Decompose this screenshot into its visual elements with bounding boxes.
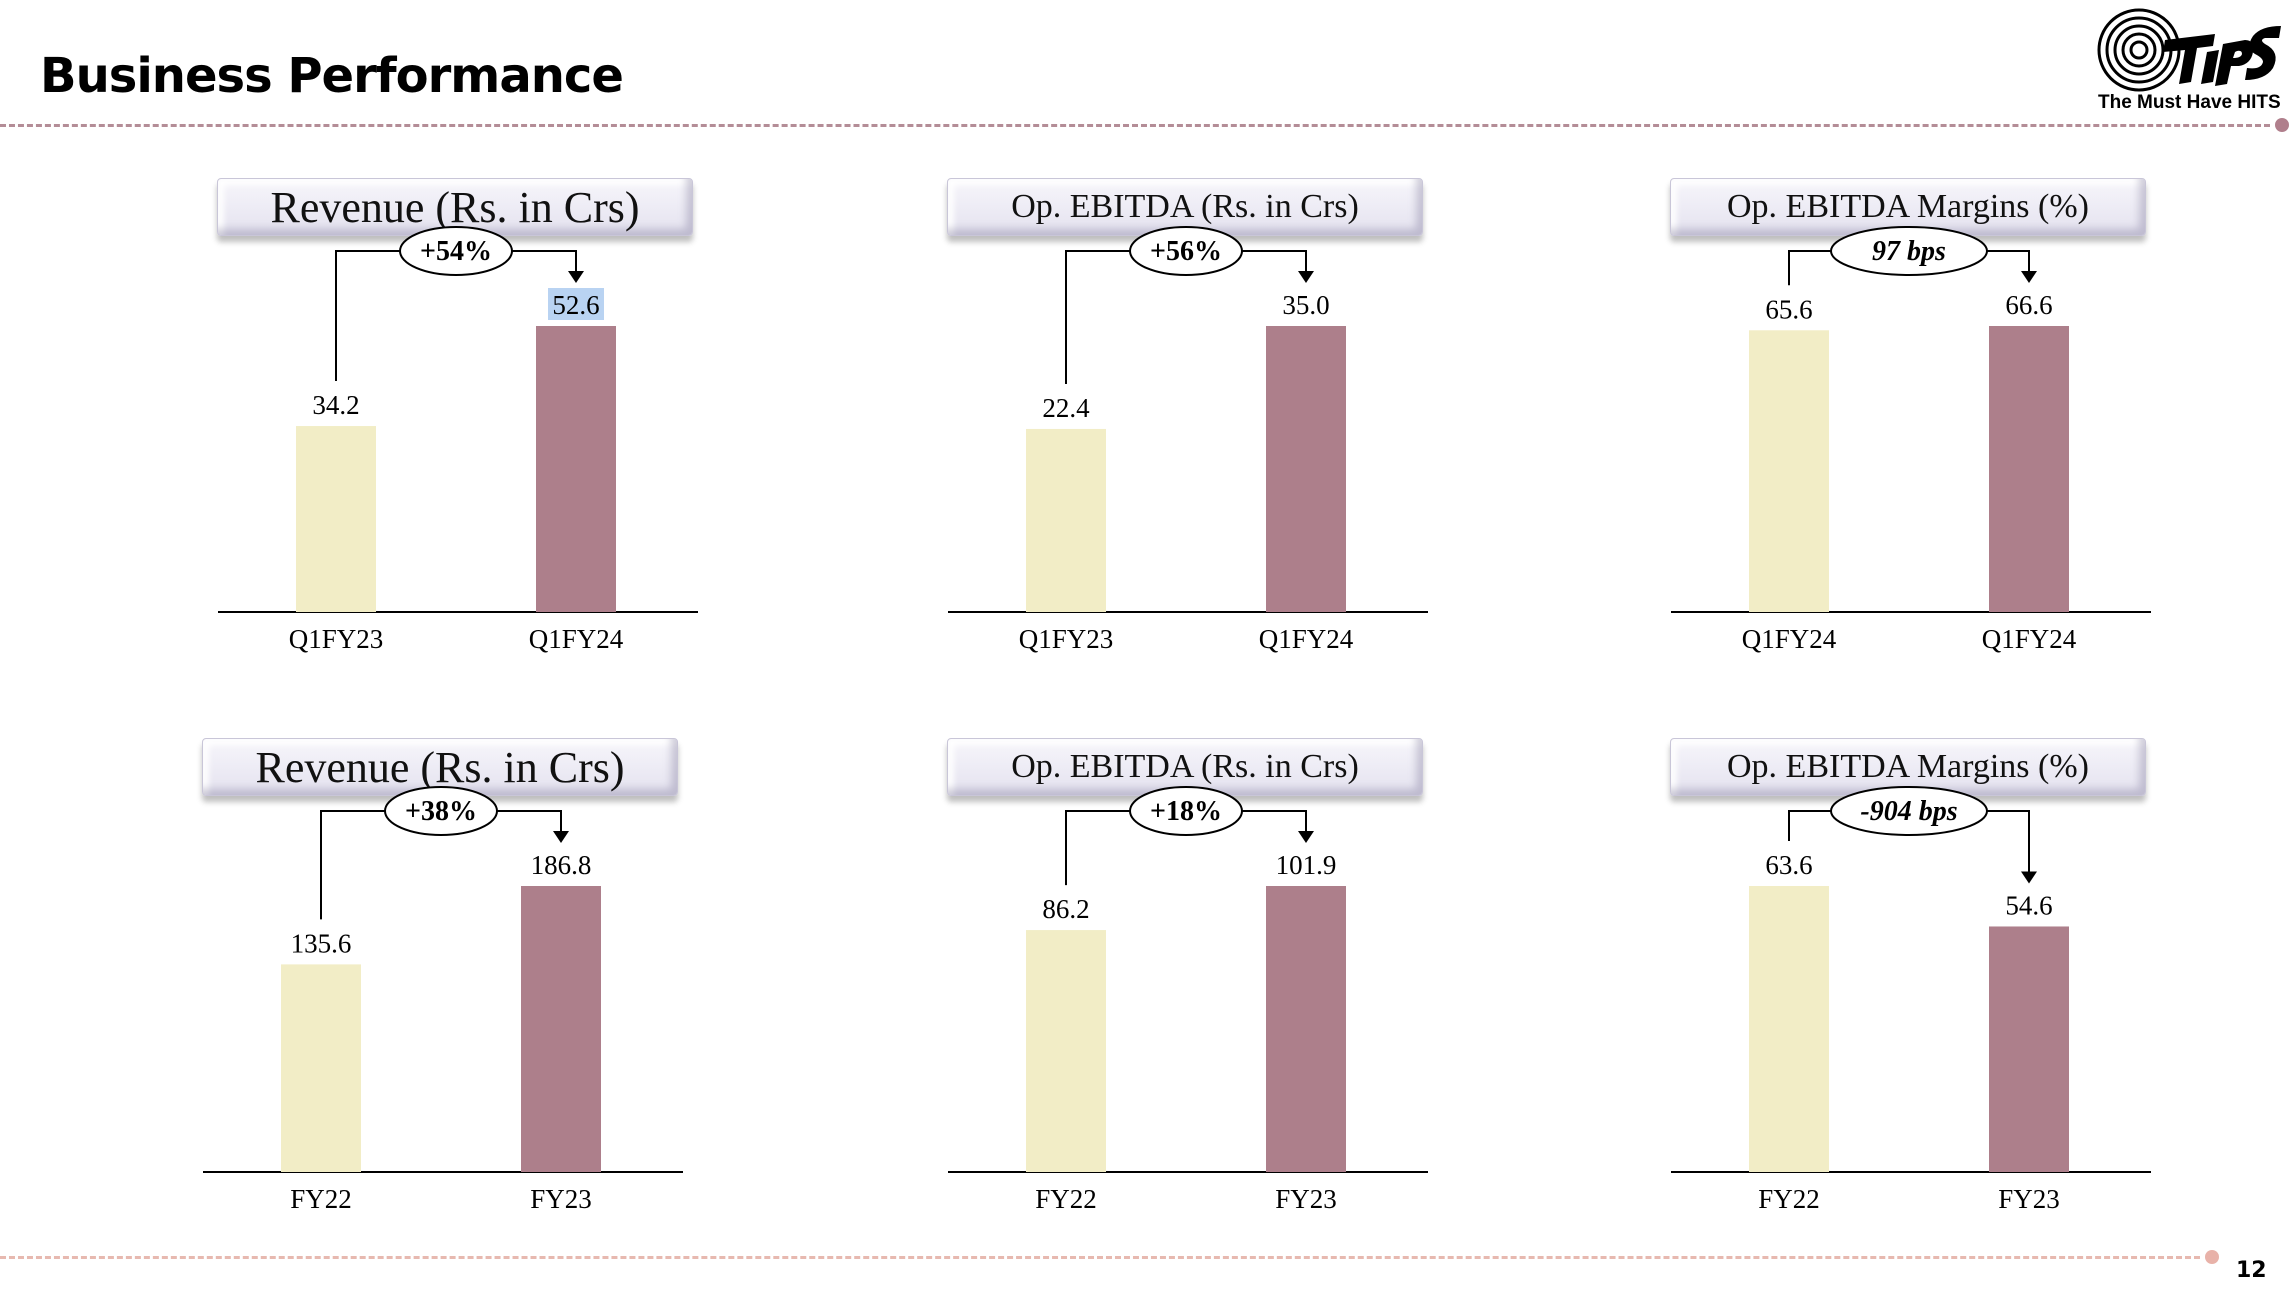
arrow-down-icon <box>568 271 584 283</box>
tick-label: FY23 <box>1998 1184 2060 1214</box>
tick-label: FY23 <box>1275 1184 1337 1214</box>
chart-title: Op. EBITDA Margins (%) <box>1670 738 2146 796</box>
bar-current <box>1266 326 1346 612</box>
change-badge <box>1830 226 1988 276</box>
logo-tagline: The Must Have HITS <box>2098 92 2281 113</box>
data-label: 52.6 <box>552 290 599 320</box>
data-label: 54.6 <box>2005 890 2052 920</box>
change-badge <box>1129 226 1243 276</box>
data-label: 22.4 <box>1042 393 1090 423</box>
chart-revenue-quarter: Revenue (Rs. in Crs) 34.2 Q1FY23 52.6 Q1FY24… <box>210 170 730 730</box>
arrow-down-icon <box>553 831 569 843</box>
chart-ebitda-year: Op. EBITDA (Rs. in Crs) 86.2 FY22 101.9 FY23… <box>940 730 1460 1290</box>
bar-current <box>521 886 601 1172</box>
arrow-down-icon <box>2021 271 2037 283</box>
arrow-down-icon <box>2021 871 2037 884</box>
change-label: +54% <box>420 236 492 267</box>
data-label: 186.8 <box>531 850 592 880</box>
tick-label: Q1FY23 <box>1019 624 1114 654</box>
change-badge <box>399 226 513 276</box>
chart-ebitda-quarter: Op. EBITDA (Rs. in Crs) 22.4 Q1FY23 35.0 Q1F… <box>940 170 1460 730</box>
tick-label: FY23 <box>530 1184 592 1214</box>
change-label: -904 bps <box>1860 796 1957 827</box>
top-divider-dot <box>2275 118 2289 132</box>
data-label: 86.2 <box>1042 894 1089 924</box>
tips-logo-icon <box>2097 8 2281 92</box>
bar-prior <box>296 426 376 612</box>
bar-current <box>1989 926 2069 1172</box>
data-label: 135.6 <box>291 928 352 958</box>
tick-label: FY22 <box>1035 1184 1097 1214</box>
tick-label: Q1FY24 <box>1742 624 1837 654</box>
data-label: 101.9 <box>1276 850 1337 880</box>
page-number: 12 <box>2236 1258 2267 1283</box>
bar-prior <box>1749 330 1829 612</box>
tick-label: FY22 <box>1758 1184 1820 1214</box>
bar-prior <box>1026 428 1106 612</box>
bottom-divider-dot <box>2205 1250 2219 1264</box>
chart-plot: 86.2 FY22 101.9 FY23 +18% <box>948 786 1428 1214</box>
chart-plot: 65.6 Q1FY24 66.6 Q1FY24 97 bps <box>1671 226 2151 654</box>
page-title: Business Performance <box>40 48 624 104</box>
bar-current <box>536 326 616 612</box>
arrow-down-icon <box>1298 831 1314 843</box>
bottom-divider <box>0 1256 2200 1259</box>
tick-label: Q1FY24 <box>529 624 624 654</box>
change-badge <box>1129 786 1243 836</box>
change-label: 97 bps <box>1872 236 1946 267</box>
bar-prior <box>1749 886 1829 1172</box>
data-label: 34.2 <box>312 390 359 420</box>
chart-plot: 135.6 FY22 186.8 FY23 +38% <box>203 786 683 1214</box>
top-divider <box>0 124 2270 127</box>
tick-label: Q1FY23 <box>289 624 384 654</box>
bar-prior <box>281 964 361 1172</box>
data-label: 65.6 <box>1765 294 1812 324</box>
tick-label: Q1FY24 <box>1982 624 2077 654</box>
value-highlight <box>548 288 604 320</box>
change-label: +56% <box>1150 236 1222 267</box>
change-badge <box>384 786 498 836</box>
bar-current <box>1989 326 2069 612</box>
change-label: +18% <box>1150 796 1222 827</box>
chart-margin-quarter: Op. EBITDA Margins (%) 65.6 Q1FY24 66.6 Q1FY… <box>1663 170 2183 730</box>
chart-margin-year: Op. EBITDA Margins (%) 63.6 FY22 54.6 FY23 -9… <box>1663 730 2183 1290</box>
change-badge <box>1830 786 1988 836</box>
tick-label: FY22 <box>290 1184 352 1214</box>
arrow-down-icon <box>1298 271 1314 283</box>
chart-title: Revenue (Rs. in Crs) <box>202 738 678 796</box>
data-label: 35.0 <box>1282 290 1329 320</box>
chart-title: Op. EBITDA Margins (%) <box>1670 178 2146 236</box>
chart-revenue-year: Revenue (Rs. in Crs) 135.6 FY22 186.8 FY23 +3… <box>195 730 715 1290</box>
bar-prior <box>1026 930 1106 1172</box>
chart-plot: 34.2 Q1FY23 52.6 Q1FY24 +54% <box>218 226 698 654</box>
change-label: +38% <box>405 796 477 827</box>
data-label: 63.6 <box>1765 850 1812 880</box>
data-label: 66.6 <box>2005 290 2052 320</box>
chart-plot: 22.4 Q1FY23 35.0 Q1FY24 +56% <box>948 226 1428 654</box>
chart-plot: 63.6 FY22 54.6 FY23 -904 bps <box>1671 786 2151 1214</box>
tick-label: Q1FY24 <box>1259 624 1354 654</box>
bar-current <box>1266 886 1346 1172</box>
